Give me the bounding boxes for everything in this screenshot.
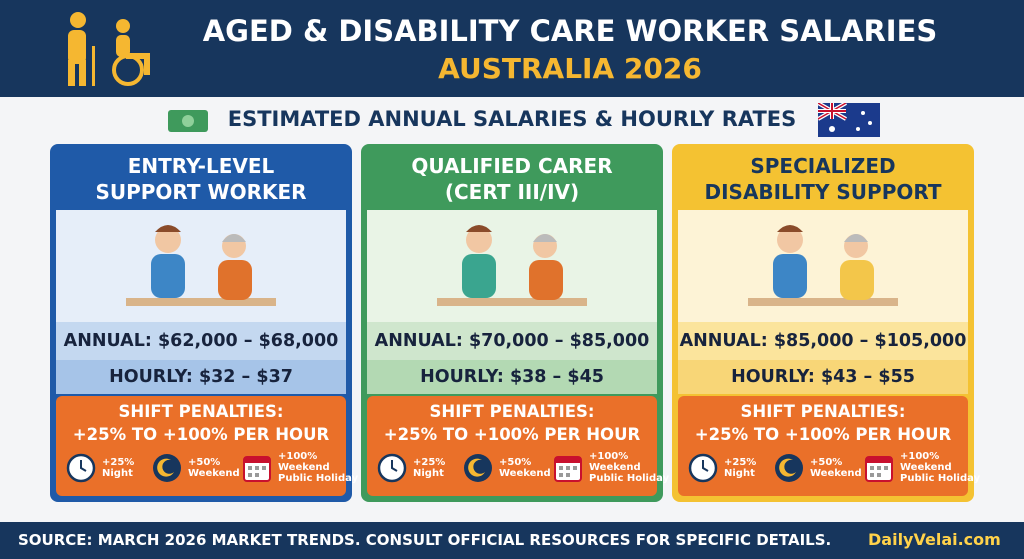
icon [377, 453, 407, 483]
penalty-rate: +100% [900, 451, 940, 462]
penalty-icon [553, 453, 583, 483]
penalty-label: Night [413, 468, 444, 479]
header-bar: AGED & DISABILITY CARE WORKER SALARIES A… [0, 0, 1024, 97]
penalty-heading: SHIFT PENALTIES: [118, 402, 284, 421]
penalty-icon [66, 453, 96, 483]
salary-card: ENTRY-LEVEL SUPPORT WORKER ANNUAL: $62,000… [50, 144, 358, 502]
card-title: SUPPORT WORKER [95, 180, 307, 204]
carer-illustration [126, 225, 276, 306]
penalty-label: Weekend [278, 462, 330, 473]
card-title: SPECIALIZED [750, 154, 896, 178]
penalty-heading: SHIFT PENALTIES: [740, 402, 906, 421]
money-icon [168, 110, 208, 132]
penalty-label: Public Holiday [278, 473, 359, 484]
hourly-band: HOURLY: $43 – $55 [678, 360, 968, 394]
penalty-label: Weekend [900, 462, 952, 473]
flag-icon [818, 103, 880, 137]
penalty-icon [377, 453, 407, 483]
source-note: SOURCE: MARCH 2026 MARKET TRENDS. CONSUL… [18, 531, 832, 549]
hourly-band: HOURLY: $38 – $45 [367, 360, 657, 394]
shift-penalties: SHIFT PENALTIES: +25% TO +100% PER HOUR +2… [367, 396, 669, 496]
penalty-label: Public Holiday [589, 473, 670, 484]
penalty-rate: +50% [810, 457, 843, 468]
penalty-text: +50% Weekend [188, 457, 240, 479]
penalty-text: +25% Night [413, 457, 445, 479]
icon [66, 453, 96, 483]
card-title: (CERT III/IV) [444, 180, 580, 204]
title: AGED & DISABILITY CARE WORKER SALARIES [202, 14, 938, 48]
penalty-rate: +50% [188, 457, 221, 468]
hourly-band: HOURLY: $32 – $37 [56, 360, 346, 394]
icon [775, 454, 803, 482]
carer-illustration [437, 225, 587, 306]
penalty-icon [864, 453, 894, 483]
illustration [678, 210, 968, 322]
penalty-text: +25% Night [102, 457, 134, 479]
penalty-rate: +25% [724, 457, 757, 468]
penalty-label: Night [102, 468, 133, 479]
penalty-heading: +25% TO +100% PER HOUR [72, 425, 330, 444]
annual-band: ANNUAL: $85,000 – $105,000 [678, 322, 968, 360]
penalty-label: Public Holiday [900, 473, 981, 484]
illustration [56, 210, 346, 322]
salary-card: QUALIFIED CARER (CERT III/IV) ANNUAL: $70,… [361, 144, 669, 502]
penalty-rate: +25% [413, 457, 446, 468]
brand: DailyVelai.com [868, 530, 1001, 549]
icon [243, 456, 271, 482]
footer-bar [0, 522, 1024, 559]
icon [865, 456, 893, 482]
penalty-icon [242, 453, 272, 483]
penalty-rate: +100% [278, 451, 318, 462]
penalty-text: +100% Weekend Public Holiday [900, 451, 980, 484]
care-icon [68, 12, 150, 86]
penalty-rate: +25% [102, 457, 135, 468]
penalty-rate: +100% [589, 451, 629, 462]
icon [688, 453, 718, 483]
penalty-label: Weekend [589, 462, 641, 473]
penalty-icon [688, 453, 718, 483]
penalty-heading: SHIFT PENALTIES: [429, 402, 595, 421]
penalty-text: +25% Night [724, 457, 756, 479]
penalty-text: +100% Weekend Public Holiday [589, 451, 669, 484]
section-heading: ESTIMATED ANNUAL SALARIES & HOURLY RATES [227, 107, 797, 131]
penalty-label: Night [724, 468, 755, 479]
card-title: ENTRY-LEVEL [127, 154, 275, 178]
penalty-heading: +25% TO +100% PER HOUR [694, 425, 952, 444]
penalty-rate: +50% [499, 457, 532, 468]
shift-penalties: SHIFT PENALTIES: +25% TO +100% PER HOUR +2… [56, 396, 358, 496]
penalty-label: Weekend [499, 468, 551, 479]
penalty-icon [152, 453, 182, 483]
carer-illustration [748, 225, 898, 306]
penalty-heading: +25% TO +100% PER HOUR [383, 425, 641, 444]
card-title: DISABILITY SUPPORT [704, 180, 942, 204]
annual-band: ANNUAL: $70,000 – $85,000 [367, 322, 657, 360]
penalty-text: +100% Weekend Public Holiday [278, 451, 358, 484]
penalty-label: Weekend [810, 468, 862, 479]
penalty-text: +50% Weekend [499, 457, 551, 479]
icon [554, 456, 582, 482]
penalty-icon [463, 453, 493, 483]
subtitle: AUSTRALIA 2026 [438, 52, 702, 85]
card-title: QUALIFIED CARER [411, 154, 613, 178]
salary-card: SPECIALIZED DISABILITY SUPPORT ANNUAL: $85… [672, 144, 980, 502]
icon [464, 454, 492, 482]
icon [153, 454, 181, 482]
penalty-icon [774, 453, 804, 483]
shift-penalties: SHIFT PENALTIES: +25% TO +100% PER HOUR +2… [678, 396, 980, 496]
penalty-text: +50% Weekend [810, 457, 862, 479]
illustration [367, 210, 657, 322]
annual-band: ANNUAL: $62,000 – $68,000 [56, 322, 346, 360]
penalty-label: Weekend [188, 468, 240, 479]
